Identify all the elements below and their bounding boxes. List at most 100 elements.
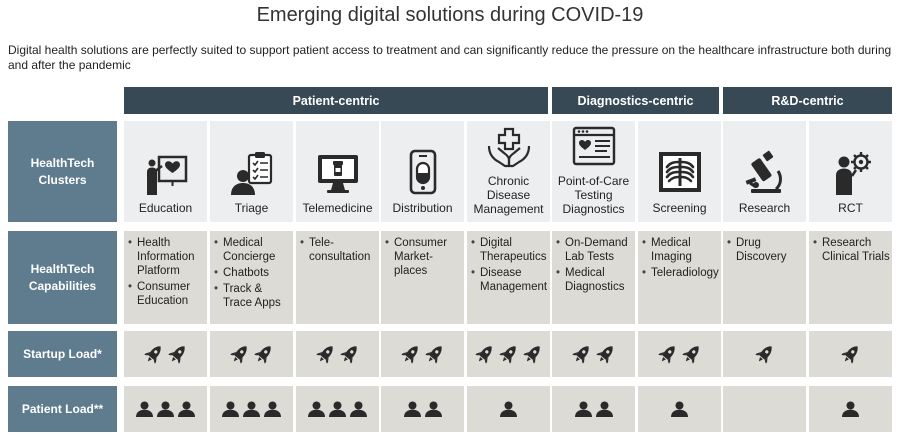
capability-item: Track & Trace Apps bbox=[214, 282, 291, 310]
capabilities-cell: Digital TherapeuticsDisease Management bbox=[467, 231, 550, 324]
hands-cross-icon bbox=[487, 127, 530, 168]
capabilities-cell: Tele-consultation bbox=[296, 231, 379, 324]
rocket-icon bbox=[498, 346, 516, 364]
rocket-icon bbox=[754, 346, 772, 364]
person-icon bbox=[350, 401, 367, 417]
capability-item: Consumer Education bbox=[128, 280, 205, 308]
cluster-icon-wrap bbox=[229, 121, 275, 199]
capabilities-cell: Consumer Market-places bbox=[381, 231, 464, 324]
page-title: Emerging digital solutions during COVID-… bbox=[256, 4, 644, 26]
rocket-icon bbox=[229, 346, 247, 364]
capabilities-cell: Research Clinical Trials bbox=[809, 231, 892, 324]
startup-load-cell bbox=[552, 331, 635, 377]
person-icon bbox=[671, 401, 688, 417]
group-header-diagnostics: Diagnostics-centric bbox=[552, 87, 719, 114]
patient-load-cell bbox=[638, 386, 721, 432]
startup-load-cell bbox=[809, 331, 892, 377]
capabilities-cell: Health Information PlatformConsumer Educ… bbox=[124, 231, 207, 324]
startup-load-cell bbox=[638, 331, 721, 377]
capability-item: Tele-consultation bbox=[300, 236, 377, 264]
capability-item: Teleradiology bbox=[642, 266, 719, 280]
monitor-medicine-icon bbox=[317, 155, 358, 193]
cluster-icon-wrap bbox=[657, 121, 703, 199]
startup-load-cell bbox=[124, 331, 207, 377]
row-label-patient-load: Patient Load** bbox=[8, 386, 117, 432]
capabilities-list: Health Information PlatformConsumer Educ… bbox=[128, 236, 205, 308]
cluster-label: Point-of-Care Testing Diagnostics bbox=[557, 174, 630, 216]
cluster-label: Screening bbox=[652, 200, 707, 215]
cluster-icon-wrap bbox=[742, 121, 788, 199]
group-header-patient: Patient-centric bbox=[124, 87, 548, 114]
patient-load-cell bbox=[809, 386, 892, 432]
capability-item: Research Clinical Trials bbox=[813, 236, 890, 264]
person-icon bbox=[222, 401, 239, 417]
person-icon bbox=[403, 401, 421, 417]
cluster-cell: Point-of-Care Testing Diagnostics bbox=[552, 121, 635, 222]
rocket-icon bbox=[424, 346, 442, 364]
cluster-cell: Telemedicine bbox=[296, 121, 379, 222]
rocket-icon bbox=[474, 346, 492, 364]
rocket-icon bbox=[840, 346, 858, 364]
row-label-startup-load: Startup Load* bbox=[8, 331, 117, 377]
person-icon bbox=[243, 401, 260, 417]
browser-heart-icon bbox=[572, 126, 615, 166]
capability-item: Consumer Market-places bbox=[385, 236, 462, 278]
xray-ribcage-icon bbox=[658, 152, 701, 192]
cluster-cell: Research bbox=[723, 121, 806, 222]
rocket-icon bbox=[315, 346, 333, 364]
rocket-icon bbox=[253, 346, 271, 364]
person-icon bbox=[264, 401, 281, 417]
cluster-label: Telemedicine bbox=[302, 200, 373, 215]
startup-load-cell bbox=[723, 331, 806, 377]
cluster-cell: Distribution bbox=[381, 121, 464, 222]
person-icon bbox=[574, 401, 592, 417]
page-subtitle: Digital health solutions are perfectly s… bbox=[8, 43, 892, 72]
cluster-icon-wrap bbox=[828, 121, 874, 199]
capabilities-list: Consumer Market-places bbox=[385, 236, 462, 278]
microscope-icon bbox=[745, 150, 782, 193]
rocket-icon bbox=[167, 346, 185, 364]
person-gear-icon bbox=[835, 152, 871, 195]
startup-load-cell bbox=[210, 331, 293, 377]
startup-load-cell bbox=[381, 331, 464, 377]
cluster-label: Triage bbox=[234, 200, 269, 215]
capability-item: Medical Concierge bbox=[214, 236, 291, 264]
cluster-label: Chronic Disease Management bbox=[473, 174, 544, 216]
cluster-icon-wrap bbox=[400, 121, 446, 199]
rocket-icon bbox=[339, 346, 357, 364]
patient-load-cell bbox=[467, 386, 550, 432]
person-icon bbox=[157, 401, 174, 417]
cluster-label: RCT bbox=[838, 200, 863, 215]
row-label-capabilities: HealthTech Capabilities bbox=[8, 231, 117, 324]
person-icon bbox=[595, 401, 613, 417]
rocket-icon bbox=[400, 346, 418, 364]
cluster-label: Research bbox=[738, 200, 791, 215]
startup-load-cell bbox=[296, 331, 379, 377]
person-icon bbox=[842, 401, 859, 417]
cluster-icon-wrap bbox=[486, 121, 532, 174]
cluster-cell: Chronic Disease Management bbox=[467, 121, 550, 222]
capability-item: On-Demand Lab Tests bbox=[556, 236, 633, 264]
rocket-icon bbox=[522, 346, 540, 364]
patient-load-cell bbox=[552, 386, 635, 432]
cluster-label: Education bbox=[138, 200, 193, 215]
person-icon bbox=[136, 401, 153, 417]
capability-item: Drug Discovery bbox=[727, 236, 804, 264]
capability-item: Chatbots bbox=[214, 266, 291, 280]
capability-item: Medical Imaging bbox=[642, 236, 719, 264]
capability-item: Digital Therapeutics bbox=[471, 236, 548, 264]
capabilities-list: On-Demand Lab TestsMedical Diagnostics bbox=[556, 236, 633, 294]
clipboard-person-icon bbox=[230, 152, 272, 195]
patient-load-cell bbox=[381, 386, 464, 432]
row-label-clusters: HealthTech Clusters bbox=[8, 121, 117, 222]
patient-load-cell bbox=[296, 386, 379, 432]
capabilities-list: Tele-consultation bbox=[300, 236, 377, 264]
group-header-rnd: R&D-centric bbox=[723, 87, 892, 114]
startup-load-cell bbox=[467, 331, 550, 377]
capabilities-list: Drug Discovery bbox=[727, 236, 804, 264]
capability-item: Health Information Platform bbox=[128, 236, 205, 278]
capabilities-cell: Drug Discovery bbox=[723, 231, 806, 324]
cluster-cell: RCT bbox=[809, 121, 892, 222]
person-icon bbox=[500, 401, 517, 417]
cluster-label: Distribution bbox=[392, 200, 453, 215]
